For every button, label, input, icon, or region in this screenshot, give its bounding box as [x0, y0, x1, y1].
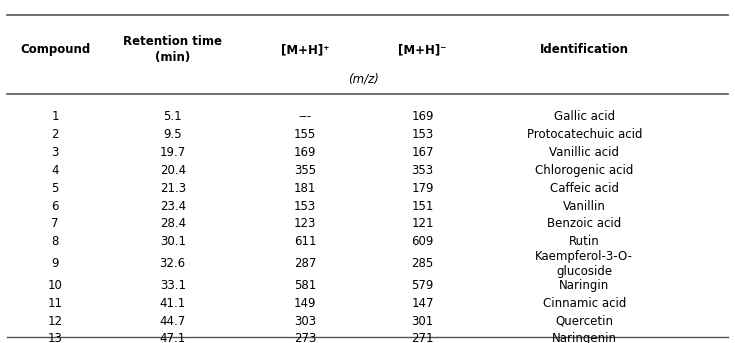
Text: Naringenin: Naringenin — [552, 332, 617, 343]
Text: 13: 13 — [48, 332, 62, 343]
Text: 4: 4 — [51, 164, 59, 177]
Text: Benzoic acid: Benzoic acid — [547, 217, 622, 230]
Text: 149: 149 — [294, 297, 316, 310]
Text: 7: 7 — [51, 217, 59, 230]
Text: 147: 147 — [412, 297, 434, 310]
Text: Identification: Identification — [539, 43, 629, 56]
Text: 19.7: 19.7 — [159, 146, 186, 159]
Text: 21.3: 21.3 — [159, 182, 186, 195]
Text: 23.4: 23.4 — [159, 200, 186, 213]
Text: 9: 9 — [51, 257, 59, 270]
Text: Caffeic acid: Caffeic acid — [550, 182, 619, 195]
Text: 153: 153 — [412, 128, 434, 141]
Text: Retention time
(min): Retention time (min) — [123, 35, 222, 64]
Text: 181: 181 — [294, 182, 316, 195]
Text: 155: 155 — [294, 128, 316, 141]
Text: 287: 287 — [294, 257, 316, 270]
Text: 169: 169 — [294, 146, 316, 159]
Text: 167: 167 — [412, 146, 434, 159]
Text: Kaempferol-3-O-
glucoside: Kaempferol-3-O- glucoside — [535, 250, 634, 277]
Text: 579: 579 — [412, 279, 434, 292]
Text: [M+H]⁺: [M+H]⁺ — [281, 43, 329, 56]
Text: 355: 355 — [294, 164, 316, 177]
Text: 11: 11 — [48, 297, 62, 310]
Text: 271: 271 — [412, 332, 434, 343]
Text: 20.4: 20.4 — [159, 164, 186, 177]
Text: Quercetin: Quercetin — [556, 315, 613, 328]
Text: 32.6: 32.6 — [159, 257, 186, 270]
Text: 30.1: 30.1 — [159, 235, 186, 248]
Text: Naringin: Naringin — [559, 279, 609, 292]
Text: Cinnamic acid: Cinnamic acid — [542, 297, 626, 310]
Text: 609: 609 — [412, 235, 434, 248]
Text: 41.1: 41.1 — [159, 297, 186, 310]
Text: 8: 8 — [51, 235, 59, 248]
Text: 6: 6 — [51, 200, 59, 213]
Text: 153: 153 — [294, 200, 316, 213]
Text: 5: 5 — [51, 182, 59, 195]
Text: 303: 303 — [294, 315, 316, 328]
Text: 301: 301 — [412, 315, 434, 328]
Text: Compound: Compound — [20, 43, 90, 56]
Text: 611: 611 — [294, 235, 316, 248]
Text: 1: 1 — [51, 110, 59, 123]
Text: 2: 2 — [51, 128, 59, 141]
Text: 9.5: 9.5 — [163, 128, 182, 141]
Text: [M+H]⁻: [M+H]⁻ — [398, 43, 447, 56]
Text: Gallic acid: Gallic acid — [553, 110, 615, 123]
Text: 179: 179 — [412, 182, 434, 195]
Text: 3: 3 — [51, 146, 59, 159]
Text: Protocatechuic acid: Protocatechuic acid — [526, 128, 642, 141]
Text: 10: 10 — [48, 279, 62, 292]
Text: Vanillic acid: Vanillic acid — [549, 146, 620, 159]
Text: 581: 581 — [294, 279, 316, 292]
Text: 5.1: 5.1 — [163, 110, 182, 123]
Text: 273: 273 — [294, 332, 316, 343]
Text: Chlorogenic acid: Chlorogenic acid — [535, 164, 634, 177]
Text: 47.1: 47.1 — [159, 332, 186, 343]
Text: 169: 169 — [412, 110, 434, 123]
Text: 151: 151 — [412, 200, 434, 213]
Text: 12: 12 — [48, 315, 62, 328]
Text: 28.4: 28.4 — [159, 217, 186, 230]
Text: ---: --- — [298, 110, 312, 123]
Text: (m/z): (m/z) — [348, 72, 379, 85]
Text: 121: 121 — [412, 217, 434, 230]
Text: Rutin: Rutin — [569, 235, 600, 248]
Text: 33.1: 33.1 — [159, 279, 186, 292]
Text: 285: 285 — [412, 257, 434, 270]
Text: 353: 353 — [412, 164, 434, 177]
Text: 44.7: 44.7 — [159, 315, 186, 328]
Text: 123: 123 — [294, 217, 316, 230]
Text: Vanillin: Vanillin — [563, 200, 606, 213]
